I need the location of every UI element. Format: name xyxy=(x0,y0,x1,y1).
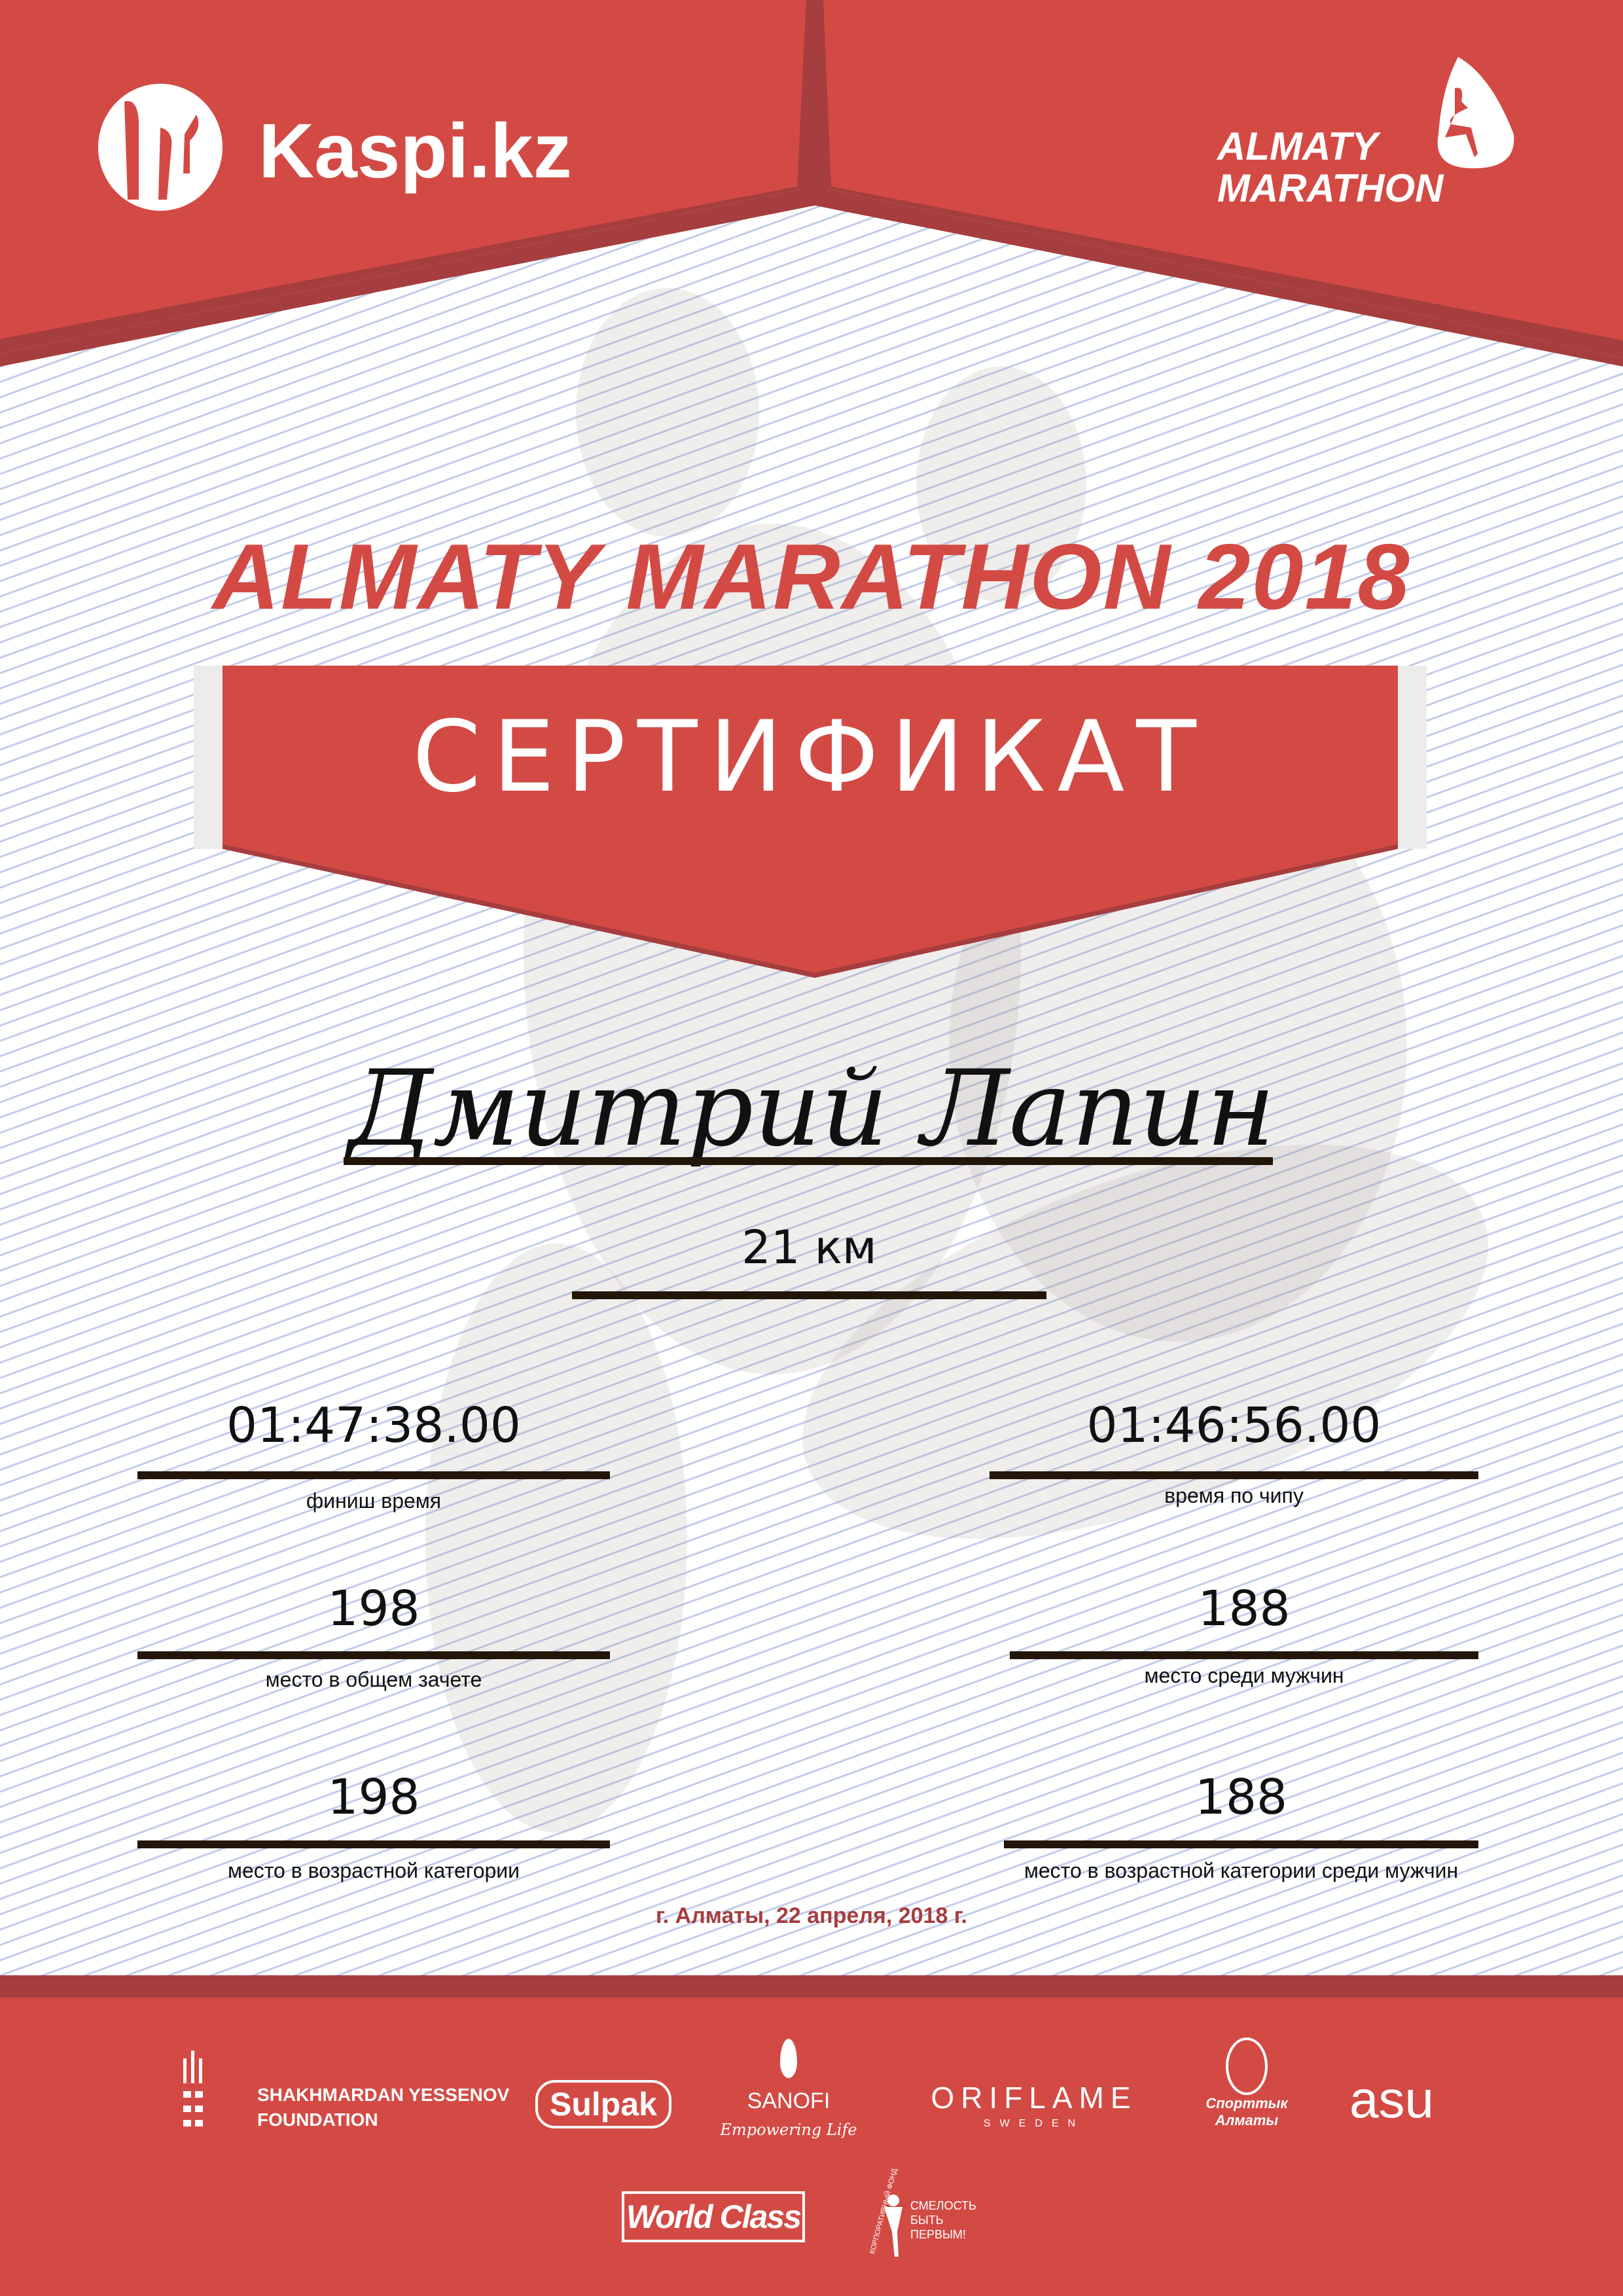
sanofi-tagline: Empowering Life xyxy=(720,2121,857,2139)
smelost-line3: ПЕРВЫМ! xyxy=(910,2228,966,2241)
finish-time-underline xyxy=(137,1471,610,1479)
sportyk-line2: Алматы xyxy=(1215,2112,1279,2128)
almaty-logo-line2: MARATHON xyxy=(1217,166,1444,210)
name-underline xyxy=(344,1157,1273,1165)
sponsor-smelost: КОРПОРАТИВНЫЙ ФОНД СМЕЛОСТЬ БЫТЬ ПЕРВЫМ! xyxy=(867,2168,1024,2258)
yessenov-line2: FOUNDATION xyxy=(257,2109,378,2130)
kaspi-logo: Kaspi.kz xyxy=(98,82,572,215)
chip-time-value: 01:46:56.00 xyxy=(1086,1397,1382,1454)
male-place-underline xyxy=(1010,1651,1478,1659)
sponsor-asu: asu xyxy=(1349,2070,1434,2128)
event-title: ALMATY MARATHON 2018 xyxy=(212,525,1411,629)
oriflame-sub: SWEDEN xyxy=(983,2118,1085,2129)
age-place-value: 198 xyxy=(327,1769,420,1825)
yessenov-line1: SHAKHMARDAN YESSENOV xyxy=(257,2085,510,2105)
overall-place-underline xyxy=(137,1651,610,1659)
chip-time-underline xyxy=(990,1471,1478,1479)
runner-photo xyxy=(916,367,1086,602)
overall-place-label: место в общем зачете xyxy=(265,1668,482,1691)
sponsor-sulpak: Sulpak xyxy=(535,2080,671,2128)
header-banner xyxy=(0,0,1623,367)
sportyk-emblem-icon xyxy=(1226,2037,1268,2095)
sponsor-sportyk-almaty: Спорттык Алматы xyxy=(1198,2037,1296,2129)
smelost-figure-icon xyxy=(884,2195,902,2257)
distance-underline xyxy=(572,1291,1046,1299)
date-location: г. Алматы, 22 апреля, 2018 г. xyxy=(656,1903,967,1928)
sanofi-name: SANOFI xyxy=(747,2089,830,2113)
almaty-logo-line1: ALMATY xyxy=(1217,124,1378,168)
sanofi-drop-icon xyxy=(780,2039,797,2078)
certificate-ribbon xyxy=(194,666,1427,978)
distance: 21 км xyxy=(741,1221,877,1274)
chip-time-label: время по чипу xyxy=(1164,1484,1304,1507)
participant-name: Дмитрий Лапин xyxy=(348,1047,1275,1170)
age-place-underline xyxy=(137,1840,610,1848)
sponsor-worldclass: World Class xyxy=(622,2191,805,2242)
age-male-place-underline xyxy=(1004,1840,1478,1848)
sponsor-oriflame: ORIFLAME SWEDEN xyxy=(924,2080,1144,2130)
sportyk-line1: Спорттык xyxy=(1205,2095,1288,2111)
footer-band xyxy=(0,1975,1623,1998)
yessenov-bars-icon xyxy=(183,2051,203,2126)
age-male-place-value: 188 xyxy=(1194,1769,1288,1825)
kaspi-figures-icon xyxy=(98,84,223,211)
finish-time-label: финиш время xyxy=(306,1489,442,1513)
runner-photo xyxy=(576,288,759,537)
kaspi-logo-text: Kaspi.kz xyxy=(259,108,572,194)
overall-place-value: 198 xyxy=(327,1581,420,1637)
sponsor-sanofi: SANOFI Empowering Life xyxy=(720,2039,857,2139)
certificate-heading: СЕРТИФИКАТ xyxy=(412,700,1208,814)
age-place-label: место в возрастной категории xyxy=(227,1859,520,1882)
runner-photo xyxy=(425,1244,687,1833)
finish-time-value: 01:47:38.00 xyxy=(226,1397,522,1454)
smelost-line2: БЫТЬ xyxy=(910,2214,944,2227)
runner-icon xyxy=(1437,57,1514,169)
male-place-value: 188 xyxy=(1198,1581,1291,1637)
smelost-line1: СМЕЛОСТЬ xyxy=(910,2199,976,2212)
male-place-label: место среди мужчин xyxy=(1144,1664,1344,1687)
sponsor-yessenov: SHAKHMARDAN YESSENOV FOUNDATION xyxy=(182,2051,509,2132)
footer xyxy=(0,1998,1623,2296)
oriflame-name: ORIFLAME xyxy=(931,2081,1137,2115)
age-male-place-label: место в возрастной категории среди мужчи… xyxy=(1024,1859,1459,1882)
